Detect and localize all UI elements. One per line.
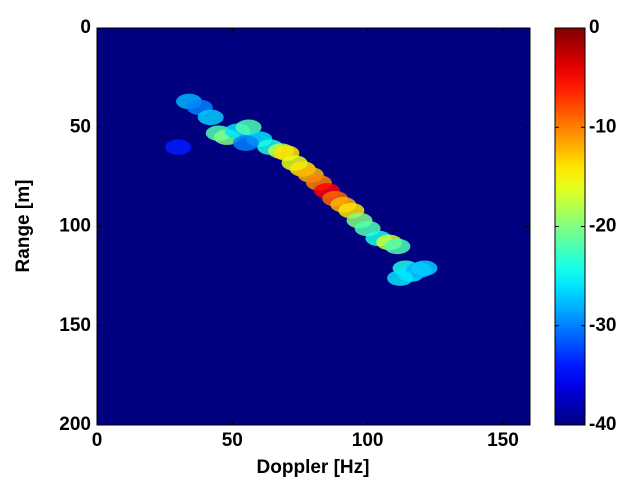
colorbar-tick-label: -40 (589, 414, 616, 435)
colorbar-tick-label: 0 (589, 17, 600, 38)
colorbar-tick-label: -10 (589, 116, 616, 137)
plot-background (97, 28, 530, 425)
plot-area (97, 28, 530, 425)
x-tick-label: 100 (352, 430, 384, 451)
x-axis-label: Doppler [Hz] (257, 457, 370, 478)
y-tick-label: 100 (59, 216, 91, 237)
x-tick-label: 150 (487, 430, 519, 451)
heat-cell (384, 238, 411, 255)
y-tick-label: 0 (80, 17, 91, 38)
y-tick-label: 50 (70, 116, 91, 137)
heat-cell (165, 139, 192, 155)
colorbar (555, 28, 585, 425)
y-axis-label: Range [m] (13, 180, 34, 273)
x-tick-label: 0 (92, 430, 103, 451)
heat-cell (387, 270, 414, 286)
heat-cell (232, 135, 259, 151)
colorbar-tick-label: -20 (589, 216, 616, 237)
colorbar-tick-label: -30 (589, 315, 616, 336)
heat-cell (235, 119, 262, 135)
heat-cell (197, 109, 224, 126)
y-tick-label: 150 (59, 315, 91, 336)
heat-cell (411, 260, 438, 276)
x-tick-label: 50 (222, 430, 243, 451)
y-tick-label: 200 (59, 414, 91, 435)
